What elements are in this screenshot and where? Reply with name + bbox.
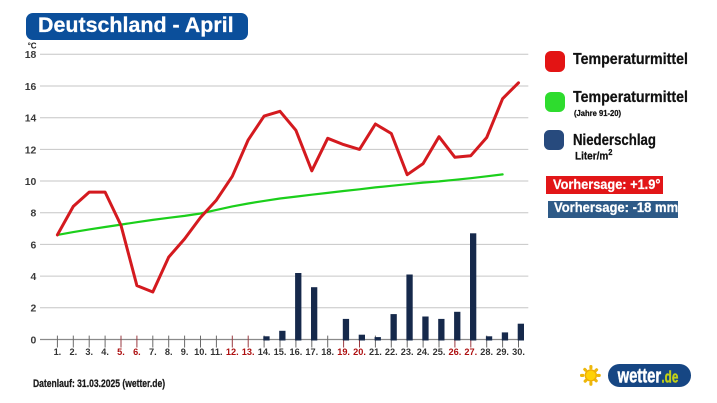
- svg-text:14.: 14.: [258, 347, 271, 357]
- svg-text:13.: 13.: [242, 347, 255, 357]
- svg-text:23.: 23.: [401, 347, 414, 357]
- svg-text:7.: 7.: [149, 347, 157, 357]
- svg-text:16.: 16.: [290, 347, 303, 357]
- svg-text:21.: 21.: [369, 347, 382, 357]
- svg-text:wetter: wetter: [617, 365, 661, 387]
- svg-text:9.: 9.: [181, 347, 189, 357]
- svg-text:24.: 24.: [417, 347, 430, 357]
- svg-text:°C: °C: [28, 42, 37, 51]
- svg-text:27.: 27.: [464, 347, 477, 357]
- svg-text:6: 6: [31, 240, 37, 251]
- svg-text:19.: 19.: [337, 347, 350, 357]
- svg-text:29.: 29.: [496, 347, 509, 357]
- svg-text:28.: 28.: [480, 347, 493, 357]
- svg-text:10.: 10.: [194, 347, 207, 357]
- svg-text:2: 2: [31, 304, 37, 315]
- svg-text:.de: .de: [661, 367, 678, 386]
- svg-text:3.: 3.: [85, 347, 93, 357]
- svg-text:14: 14: [25, 114, 37, 125]
- svg-text:4: 4: [31, 272, 37, 283]
- svg-text:20.: 20.: [353, 347, 366, 357]
- svg-text:30.: 30.: [512, 347, 525, 357]
- svg-text:12: 12: [25, 145, 37, 156]
- svg-text:17.: 17.: [305, 347, 318, 357]
- svg-text:0: 0: [31, 335, 37, 346]
- svg-text:5.: 5.: [117, 347, 125, 357]
- svg-text:1.: 1.: [54, 347, 62, 357]
- svg-text:8: 8: [31, 209, 37, 220]
- svg-text:11.: 11.: [210, 347, 222, 357]
- svg-text:6.: 6.: [133, 347, 141, 357]
- svg-text:18: 18: [25, 50, 37, 61]
- svg-text:12.: 12.: [226, 347, 239, 357]
- svg-text:15.: 15.: [274, 347, 287, 357]
- svg-text:22.: 22.: [385, 347, 398, 357]
- svg-text:25.: 25.: [433, 347, 446, 357]
- svg-text:2.: 2.: [69, 347, 77, 357]
- svg-text:10: 10: [25, 177, 37, 188]
- svg-text:4.: 4.: [101, 347, 109, 357]
- svg-text:8.: 8.: [165, 347, 173, 357]
- svg-text:26.: 26.: [449, 347, 462, 357]
- svg-text:16: 16: [25, 82, 37, 93]
- svg-text:18.: 18.: [321, 347, 334, 357]
